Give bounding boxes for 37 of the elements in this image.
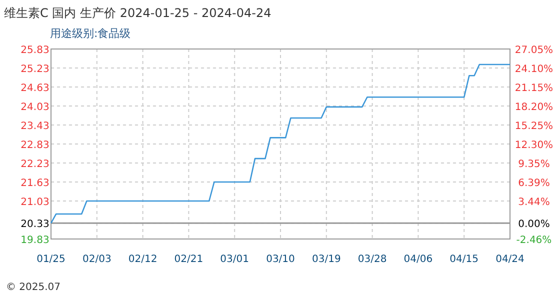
y2-tick-label: 21.15% — [514, 82, 554, 94]
y2-tick-label: 18.20% — [514, 102, 554, 113]
chart-subtitle: 用途级别:食品级 — [50, 27, 131, 40]
x-tick-label: 03/01 — [220, 254, 250, 265]
y2-tick-label: 12.30% — [514, 140, 554, 151]
x-tick-label: 02/12 — [128, 254, 158, 265]
y2-tick-label: 3.44% — [518, 197, 550, 208]
y2-tick-label: 27.05% — [514, 45, 554, 56]
y-tick-label: 22.83 — [20, 140, 50, 151]
x-tick-label: 03/19 — [312, 254, 341, 265]
y2-tick-label: -2.46% — [516, 235, 552, 246]
y-tick-label: 20.33 — [20, 219, 50, 230]
x-tick-label: 03/10 — [266, 254, 295, 265]
y-tick-label: 25.83 — [20, 45, 50, 56]
y2-tick-label: 24.10% — [514, 64, 554, 75]
x-tick-label: 01/25 — [36, 254, 66, 265]
y-tick-label: 24.63 — [20, 83, 50, 94]
y2-tick-label: 9.35% — [518, 158, 550, 170]
x-tick-label: 04/15 — [450, 254, 479, 265]
y2-tick-label: 6.39% — [518, 178, 550, 190]
x-tick-label: 04/06 — [404, 254, 433, 265]
text: © 2025.07 — [6, 282, 61, 293]
y-tick-label: 24.03 — [20, 102, 50, 113]
y-tick-label: 22.23 — [20, 159, 50, 170]
y-tick-label: 23.43 — [20, 121, 50, 132]
y2-tick-label: 15.25% — [514, 120, 554, 132]
x-tick-label: 02/21 — [174, 254, 204, 265]
x-tick-label: 02/03 — [82, 254, 112, 265]
y-tick-label: 19.83 — [20, 235, 50, 246]
chart-title: 维生素C 国内 生产价 2024-01-25 - 2024-04-24 — [4, 6, 272, 20]
y-tick-label: 21.03 — [20, 197, 50, 208]
y2-tick-label: 0.00% — [518, 219, 550, 230]
line-series — [50, 64, 511, 224]
x-tick-label: 03/28 — [358, 254, 387, 265]
y-tick-label: 21.63 — [20, 178, 50, 189]
x-tick-label: 04/24 — [496, 254, 524, 265]
y-tick-label: 25.23 — [20, 64, 50, 75]
